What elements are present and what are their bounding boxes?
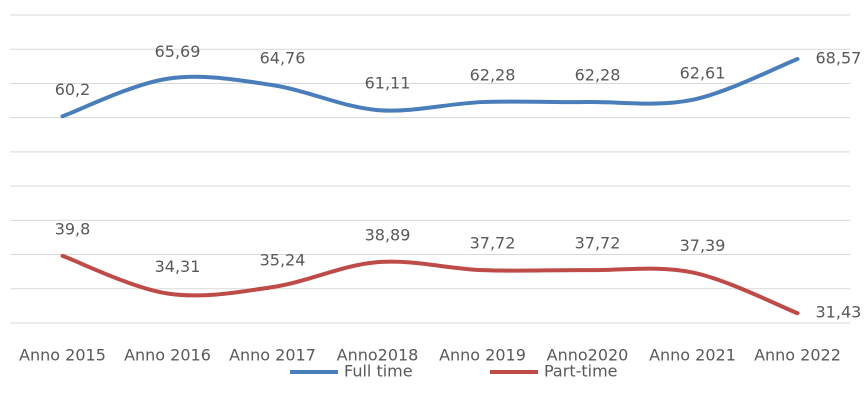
data-label: 37,39 xyxy=(680,236,726,255)
x-tick-label: Anno 2021 xyxy=(649,346,736,365)
data-label: 37,72 xyxy=(575,234,621,253)
data-label: 62,28 xyxy=(575,66,621,85)
data-label: 31,43 xyxy=(816,303,862,322)
legend-label: Full time xyxy=(344,362,413,381)
data-label: 37,72 xyxy=(470,234,516,253)
data-label: 35,24 xyxy=(260,251,306,270)
x-tick-label: Anno 2017 xyxy=(229,346,316,365)
data-label: 64,76 xyxy=(260,49,306,68)
data-label: 68,57 xyxy=(816,49,862,68)
x-tick-label: Anno 2022 xyxy=(754,346,841,365)
series-line xyxy=(60,253,800,316)
data-label: 60,2 xyxy=(55,80,91,99)
data-label: 62,28 xyxy=(470,66,516,85)
data-label: 34,31 xyxy=(155,257,201,276)
x-tick-label: Anno 2019 xyxy=(439,346,526,365)
series-line xyxy=(60,57,800,119)
data-label: 61,11 xyxy=(365,74,411,93)
x-tick-label: Anno2018 xyxy=(337,346,419,365)
x-tick-label: Anno2020 xyxy=(547,346,629,365)
data-label: 62,61 xyxy=(680,63,726,82)
x-tick-label: Anno 2016 xyxy=(124,346,211,365)
legend-label: Part-time xyxy=(544,362,618,381)
data-label: 38,89 xyxy=(365,226,411,245)
data-label: 65,69 xyxy=(155,42,201,61)
data-label: 39,8 xyxy=(55,219,91,238)
x-tick-label: Anno 2015 xyxy=(19,346,106,365)
